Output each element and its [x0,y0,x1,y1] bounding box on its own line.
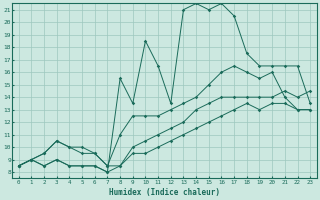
X-axis label: Humidex (Indice chaleur): Humidex (Indice chaleur) [109,188,220,197]
